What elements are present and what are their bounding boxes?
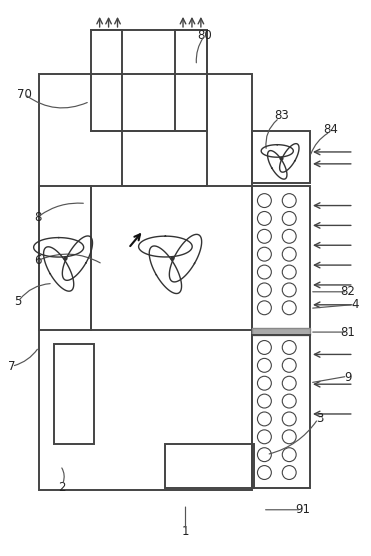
Text: 8: 8 xyxy=(34,211,41,224)
Text: 6: 6 xyxy=(35,254,42,267)
Bar xyxy=(91,186,253,330)
Text: 2: 2 xyxy=(58,481,66,494)
Text: 1: 1 xyxy=(182,525,189,538)
Text: 7: 7 xyxy=(8,360,16,373)
Bar xyxy=(39,186,91,330)
Text: 82: 82 xyxy=(340,285,355,299)
Text: 81: 81 xyxy=(340,326,355,339)
Bar xyxy=(253,335,310,488)
Text: 70: 70 xyxy=(17,88,32,101)
Text: 84: 84 xyxy=(324,122,338,136)
Text: 4: 4 xyxy=(351,298,359,311)
Bar xyxy=(253,327,310,335)
Bar xyxy=(91,30,122,131)
Text: 83: 83 xyxy=(274,109,289,122)
Bar xyxy=(175,30,207,131)
Bar xyxy=(54,345,94,444)
Text: 9: 9 xyxy=(344,371,351,384)
Text: 91: 91 xyxy=(295,503,310,517)
Bar xyxy=(165,444,255,488)
Bar xyxy=(253,131,310,183)
Bar xyxy=(253,186,310,330)
Bar xyxy=(122,131,207,186)
Text: 80: 80 xyxy=(198,29,212,42)
Text: 3: 3 xyxy=(316,412,324,425)
Bar xyxy=(39,73,253,490)
Text: 5: 5 xyxy=(14,295,22,308)
